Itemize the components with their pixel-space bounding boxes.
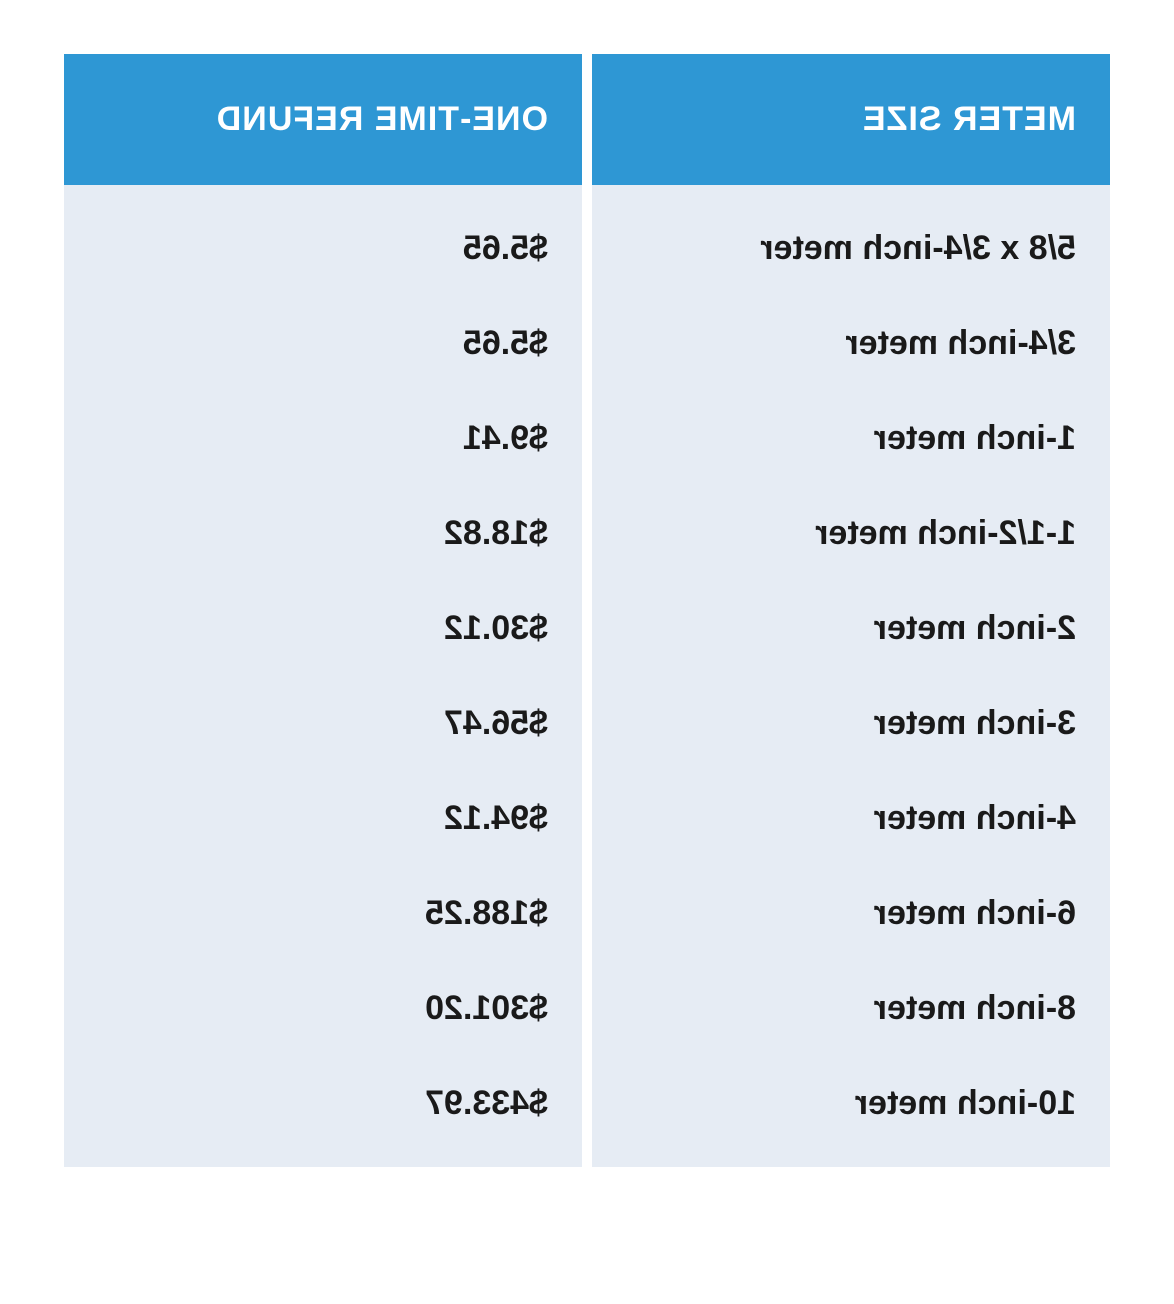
cell-one-time-refund: $5.65 [64,185,582,296]
table-row: 5/8 x 3/4-inch meter $5.65 [64,185,1110,296]
cell-meter-size: 5/8 x 3/4-inch meter [592,185,1110,296]
cell-meter-size: 8-inch meter [592,961,1110,1056]
column-header-meter-size: METER SIZE [592,54,1110,185]
cell-one-time-refund: $56.47 [64,676,582,771]
cell-meter-size: 1-inch meter [592,391,1110,486]
cell-one-time-refund: $9.41 [64,391,582,486]
cell-one-time-refund: $18.82 [64,486,582,581]
cell-meter-size: 3-inch meter [592,676,1110,771]
cell-meter-size: 2-inch meter [592,581,1110,676]
cell-one-time-refund: $188.25 [64,866,582,961]
table-row: 1-1/2-inch meter $18.82 [64,486,1110,581]
cell-one-time-refund: $433.97 [64,1056,582,1167]
cell-meter-size: 3/4-inch meter [592,296,1110,391]
table-row: 1-inch meter $9.41 [64,391,1110,486]
table-row: 2-inch meter $30.12 [64,581,1110,676]
cell-meter-size: 10-inch meter [592,1056,1110,1167]
table-row: 6-inch meter $188.25 [64,866,1110,961]
cell-one-time-refund: $5.65 [64,296,582,391]
table-row: 3-inch meter $56.47 [64,676,1110,771]
column-header-one-time-refund: ONE-TIME REFUND [64,54,582,185]
cell-meter-size: 6-inch meter [592,866,1110,961]
refund-table-container: METER SIZE ONE-TIME REFUND 5/8 x 3/4-inc… [0,0,1174,1221]
table-row: 3/4-inch meter $5.65 [64,296,1110,391]
cell-meter-size: 4-inch meter [592,771,1110,866]
cell-meter-size: 1-1/2-inch meter [592,486,1110,581]
table-row: 4-inch meter $94.12 [64,771,1110,866]
refund-table: METER SIZE ONE-TIME REFUND 5/8 x 3/4-inc… [54,54,1120,1167]
cell-one-time-refund: $94.12 [64,771,582,866]
cell-one-time-refund: $301.20 [64,961,582,1056]
table-header-row: METER SIZE ONE-TIME REFUND [64,54,1110,185]
cell-one-time-refund: $30.12 [64,581,582,676]
table-row: 10-inch meter $433.97 [64,1056,1110,1167]
table-row: 8-inch meter $301.20 [64,961,1110,1056]
